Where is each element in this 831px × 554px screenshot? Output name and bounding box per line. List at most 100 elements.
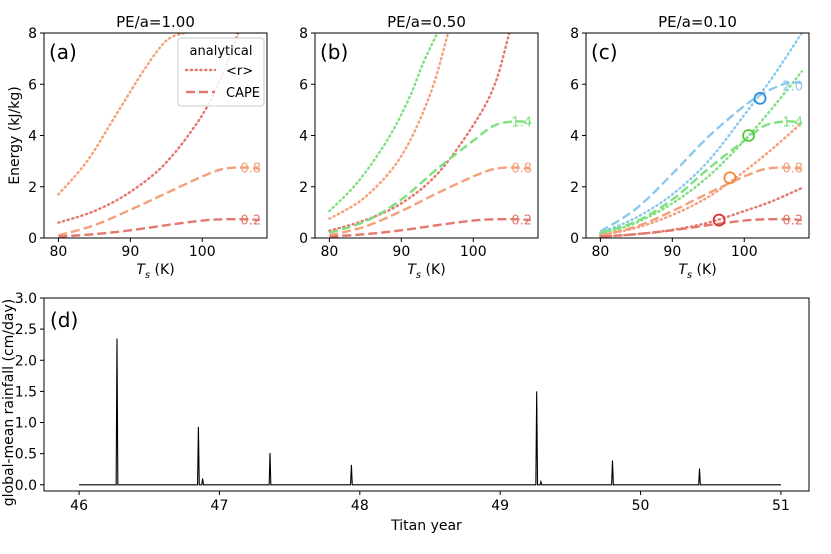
panel-b: PE/a=0.50 1.4 0.8 0.2 80 90 100 0 2 4 6 8 Ts (K) (b) — [299, 13, 539, 281]
series-group — [328, 33, 531, 238]
curve-label: 0.2 — [240, 214, 261, 229]
curve-label: 0.2 — [511, 214, 532, 229]
y-tick-label: 2.0 — [15, 353, 37, 369]
legend-title: analytical — [190, 44, 253, 59]
panel-title: PE/a=1.00 — [116, 13, 195, 31]
y-tick-label: 0 — [299, 231, 308, 247]
axes-frame — [43, 297, 810, 492]
series-line — [57, 33, 186, 196]
y-tick-label: 8 — [570, 26, 579, 42]
panel-letter: (b) — [320, 40, 348, 64]
legend-label: CAPE — [226, 86, 260, 101]
panel-letter: (d) — [50, 308, 78, 332]
series-line — [57, 33, 240, 224]
y-tick-label: 0.0 — [15, 478, 37, 494]
curve-label: 0.2 — [782, 214, 803, 229]
series-line — [599, 81, 802, 233]
x-axis-label-unit: (K) — [421, 262, 446, 278]
x-axis-label-subscript: s — [416, 270, 421, 281]
x-axis-label-symbol: T — [407, 262, 417, 278]
y-tick-label: 4 — [570, 129, 579, 145]
x-tick-label: 90 — [663, 244, 681, 260]
curve-label: 1.4 — [511, 115, 532, 130]
series-line — [600, 120, 802, 235]
series-line — [600, 217, 802, 238]
series-line — [328, 33, 450, 220]
curve-label: 0.8 — [511, 162, 532, 177]
marker-circle — [712, 213, 726, 227]
x-tick-label: 100 — [460, 244, 487, 260]
axes-frame — [314, 32, 539, 239]
panel-title: PE/a=0.50 — [387, 13, 466, 31]
x-axis-label-symbol: T — [136, 262, 146, 278]
x-axis-label-unit: (K) — [150, 262, 175, 278]
marker-circle — [753, 91, 767, 105]
axes-frame — [585, 32, 810, 239]
x-axis-label-subscript: s — [145, 270, 150, 281]
series-line — [599, 33, 804, 235]
curve-label: 0.8 — [782, 162, 803, 177]
x-axis-label-symbol: T — [678, 262, 688, 278]
y-tick-label: 0 — [28, 231, 37, 247]
x-tick-label: 51 — [772, 498, 790, 514]
y-tick-label: 4 — [28, 129, 37, 145]
marker-circle — [723, 171, 737, 185]
legend-box — [177, 37, 265, 107]
series-line — [599, 70, 804, 236]
series-line — [58, 217, 260, 238]
x-axis-label: Ts (K) — [407, 262, 445, 281]
x-tick-label: 47 — [211, 498, 229, 514]
series-line — [58, 166, 260, 237]
x-tick-label: 50 — [632, 498, 650, 514]
y-tick-label: 6 — [299, 77, 308, 93]
series-line — [328, 33, 439, 213]
series-line — [600, 166, 802, 237]
series-line — [599, 186, 804, 238]
x-tick-label: 90 — [392, 244, 410, 260]
series-group — [57, 33, 260, 238]
x-tick-label: 80 — [591, 244, 609, 260]
series-group — [599, 33, 804, 238]
y-tick-label: 2 — [299, 180, 308, 196]
x-tick-label: 100 — [189, 244, 216, 260]
x-tick-label: 49 — [491, 498, 509, 514]
curve-label: 1.4 — [782, 115, 803, 130]
panel-a: PE/a=1.00 0.8 0.2 80 90 100 0 2 4 6 8 Ts (K) Energy … — [7, 13, 268, 281]
series-line — [599, 121, 804, 237]
y-tick-label: 2.5 — [15, 322, 37, 338]
panel-title: PE/a=0.10 — [658, 13, 737, 31]
y-tick-label: 6 — [28, 77, 37, 93]
x-axis-label: Ts (K) — [136, 262, 174, 281]
x-axis-label-unit: (K) — [692, 262, 717, 278]
x-tick-label: 46 — [70, 498, 88, 514]
rainfall-series — [79, 338, 781, 486]
x-tick-label: 80 — [320, 244, 338, 260]
x-axis-label: Ts (K) — [678, 262, 716, 281]
panel-letter: (a) — [49, 40, 77, 64]
y-tick-label: 2 — [28, 180, 37, 196]
y-axis-label: Energy (kJ/kg) — [7, 86, 23, 184]
x-axis-label-subscript: s — [687, 270, 692, 281]
legend: analytical <r> CAPE — [177, 37, 265, 107]
y-tick-label: 6 — [570, 77, 579, 93]
series-line — [329, 217, 531, 238]
panel-letter: (c) — [591, 40, 618, 64]
y-tick-label: 3.0 — [15, 291, 37, 307]
y-tick-label: 8 — [299, 26, 308, 42]
y-tick-label: 0 — [570, 231, 579, 247]
series-line — [329, 120, 531, 235]
marker-circle — [742, 129, 755, 142]
x-tick-label: 48 — [351, 498, 369, 514]
curve-label: 0.8 — [240, 162, 261, 177]
y-tick-label: 1.5 — [15, 384, 37, 400]
y-tick-label: 0.5 — [15, 447, 37, 463]
y-tick-label: 8 — [28, 26, 37, 42]
curve-label: 2.0 — [782, 80, 803, 95]
panel-d: 46 47 48 49 50 51 0.0 0.5 1.0 1.5 2.0 2.5 3.0 Titan y… — [1, 291, 810, 534]
series-line — [328, 33, 511, 233]
x-tick-label: 90 — [121, 244, 139, 260]
y-tick-label: 1.0 — [15, 416, 37, 432]
x-axis-label: Titan year — [390, 518, 462, 534]
